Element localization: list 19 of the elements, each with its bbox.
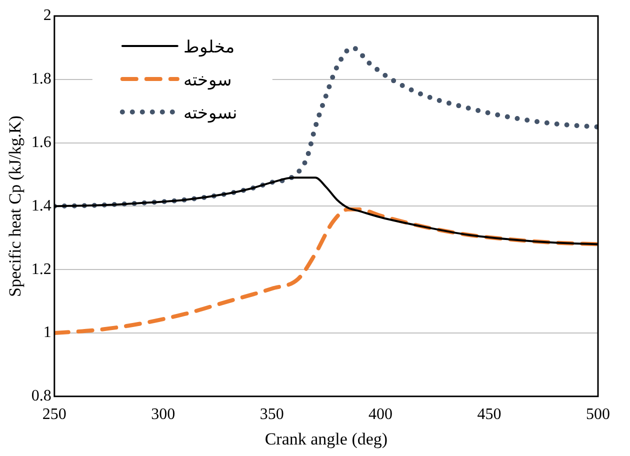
legend-label: مخلوط [183,37,234,58]
line-series [54,207,598,335]
x-tick-label: 500 [586,406,610,424]
x-tick-label: 300 [151,406,176,424]
x-tick-label: 250 [42,406,66,424]
legend-label: سوخته [183,70,232,90]
y-tick-label: 1.4 [31,197,52,214]
x-tick-label: 450 [477,406,502,424]
y-tick-label: 1 [43,324,52,342]
y-tick-label: 2 [43,7,52,24]
x-tick-label: 350 [260,406,284,424]
legend-label: نسوخته [183,103,238,124]
y-tick-label: 1.6 [31,134,52,152]
x-axis-title: Crank angle (deg) [264,429,388,448]
y-tick-label: 0.8 [31,388,52,405]
y-tick-label: 1.8 [31,70,52,88]
y-axis-title: Specific heat Cp (kJ/kg.K) [6,116,25,297]
x-tick-label: 400 [368,406,393,424]
y-tick-label: 1.2 [31,260,52,278]
